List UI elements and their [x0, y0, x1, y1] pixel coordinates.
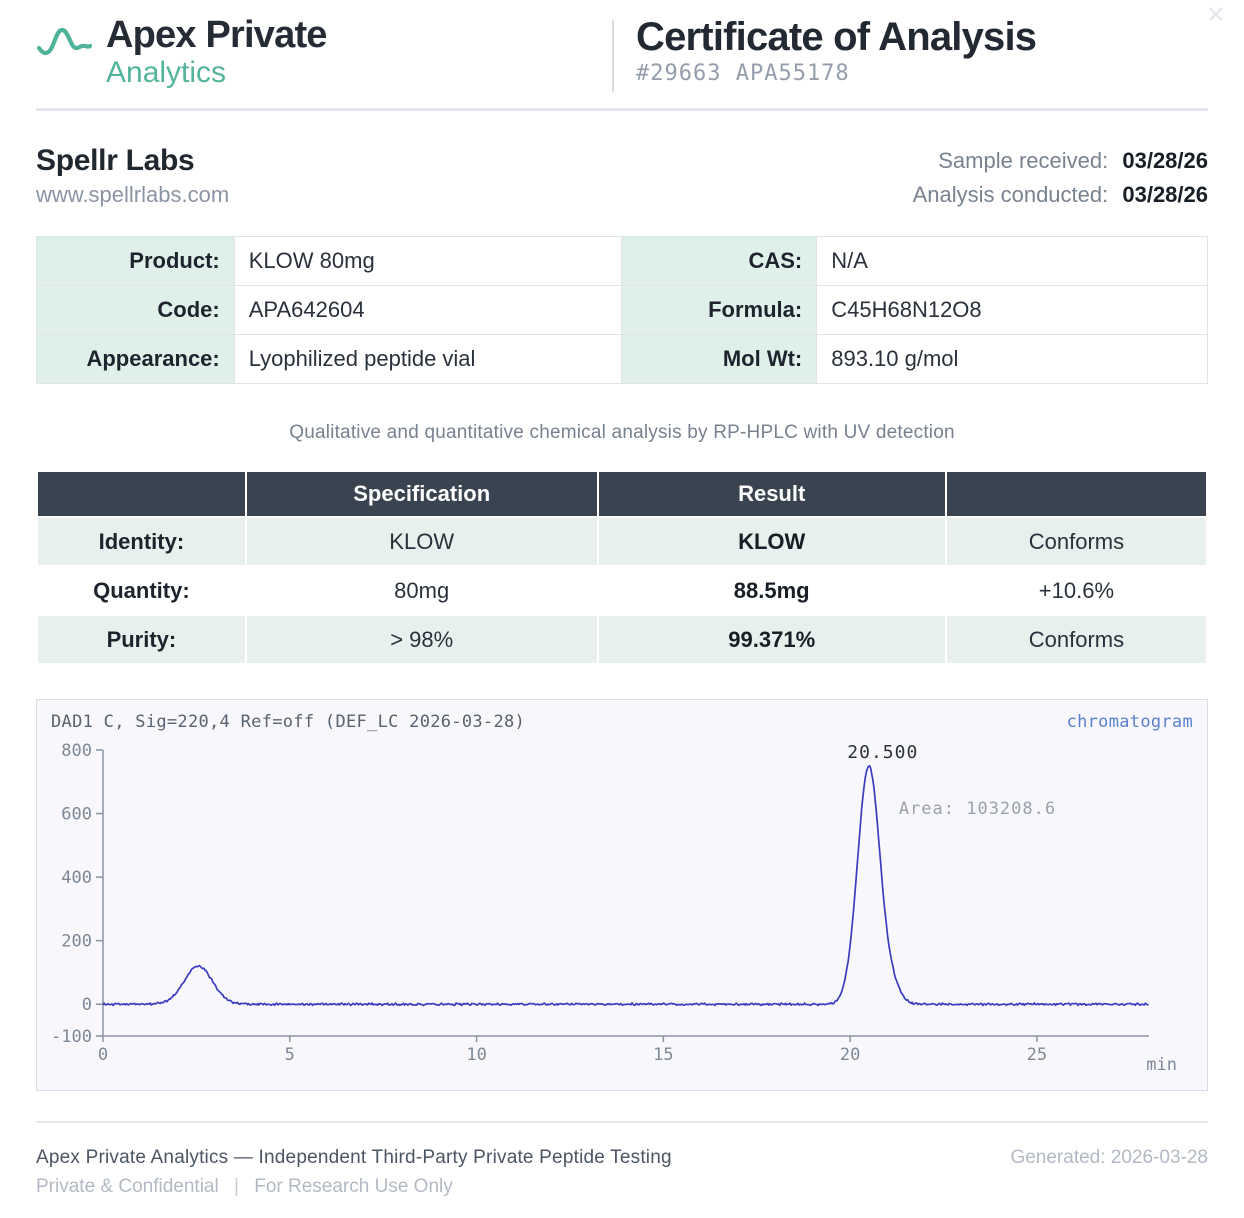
purity-label: Purity:	[38, 616, 245, 664]
chromatogram-squiggle-icon	[36, 27, 92, 56]
x-tick-label: 15	[653, 1045, 673, 1065]
appearance-value: Lyophilized peptide vial	[233, 334, 622, 385]
table-row: Identity: KLOW KLOW Conforms	[38, 518, 1206, 566]
results-header-row: Specification Result	[38, 472, 1206, 517]
sample-received-value: 03/28/26	[1122, 148, 1208, 173]
code-label: Code:	[36, 285, 235, 336]
table-row: Purity: > 98% 99.371% Conforms	[38, 616, 1206, 664]
sample-received-row: Sample received: 03/28/26	[913, 144, 1208, 178]
results-header-empty	[38, 472, 245, 517]
identity-spec: KLOW	[246, 518, 597, 566]
x-tick-label: 5	[285, 1045, 295, 1065]
title-block: Certificate of Analysis #29663 APA55178	[636, 16, 1208, 86]
sample-received-label: Sample received:	[938, 148, 1109, 173]
chromatogram-trace	[102, 765, 1149, 1007]
y-tick-label: 400	[61, 868, 92, 888]
method-note: Qualitative and quantitative chemical an…	[289, 422, 955, 444]
molwt-value: 893.10 g/mol	[816, 334, 1208, 385]
x-tick-label: 10	[466, 1045, 486, 1065]
x-tick-label: 20	[840, 1045, 860, 1065]
molwt-label: Mol Wt:	[620, 334, 818, 385]
header-divider	[612, 20, 614, 92]
footer-line1: Apex Private Analytics — Independent Thi…	[36, 1147, 1208, 1169]
y-tick-label: 0	[82, 995, 92, 1015]
footer-confidential: Private & Confidential	[36, 1176, 219, 1198]
purity-result: 99.371%	[598, 616, 945, 664]
appearance-label: Appearance:	[36, 334, 235, 385]
analysis-conducted-value: 03/28/26	[1122, 182, 1208, 208]
table-row: Appearance: Lyophilized peptide vial Mol…	[36, 334, 1208, 385]
x-axis-unit-label: min	[1146, 1055, 1177, 1072]
footer-line2: Private & Confidential | For Research Us…	[36, 1176, 1208, 1198]
quantity-result: 88.5mg	[598, 567, 945, 615]
purity-status: Conforms	[946, 616, 1206, 664]
quantity-spec: 80mg	[246, 567, 597, 615]
client-name: Spellr Labs	[36, 144, 195, 177]
brand-text: Apex Private Analytics	[106, 14, 327, 89]
peak-area-label: Area: 103208.6	[899, 799, 1056, 819]
y-tick-label: 600	[61, 805, 92, 825]
document-title: Certificate of Analysis	[636, 15, 1037, 59]
header-rule	[36, 108, 1208, 111]
document-number: #29663 APA55178	[636, 61, 850, 86]
footer: Apex Private Analytics — Independent Thi…	[36, 1147, 1208, 1198]
brand-name: Apex Private	[106, 14, 327, 56]
identity-status: Conforms	[946, 518, 1206, 566]
chromatogram-title: DAD1 C, Sig=220,4 Ref=off (DEF_LC 2026-0…	[51, 712, 526, 733]
client-website: www.spellrlabs.com	[36, 182, 230, 207]
client-identity: Spellr Labs www.spellrlabs.com	[36, 144, 229, 208]
x-tick-label: 25	[1027, 1045, 1047, 1065]
results-header-status	[946, 472, 1206, 517]
client-section: Spellr Labs www.spellrlabs.com Sample re…	[36, 144, 1208, 212]
brand-subtitle: Analytics	[106, 55, 227, 89]
product-value: KLOW 80mg	[233, 236, 622, 287]
analysis-dates: Sample received: 03/28/26 Analysis condu…	[913, 144, 1208, 212]
results-header-specification: Specification	[246, 472, 597, 517]
analysis-conducted-row: Analysis conducted: 03/28/26	[913, 178, 1208, 212]
results-header-result: Result	[598, 472, 945, 517]
product-label: Product:	[36, 236, 235, 287]
table-row: Quantity: 80mg 88.5mg +10.6%	[38, 567, 1206, 615]
formula-label: Formula:	[620, 285, 818, 336]
footer-generated-date: Generated: 2026-03-28	[1010, 1147, 1208, 1169]
brand: Apex Private Analytics	[36, 14, 327, 89]
chromatogram-header: DAD1 C, Sig=220,4 Ref=off (DEF_LC 2026-0…	[51, 712, 1193, 732]
footer-separator: |	[234, 1176, 239, 1198]
header: Apex Private Analytics Certificate of An…	[36, 4, 1226, 92]
formula-value: C45H68N12O8	[816, 285, 1208, 336]
chromatogram-plot: 800 600 400 200 0 -100 0 5 10 15 20 25 min 20.500 Area…	[51, 741, 1177, 1072]
footer-research-use: For Research Use Only	[254, 1176, 453, 1198]
table-row: Code: APA642604 Formula: C45H68N12O8	[36, 285, 1208, 336]
identity-result: KLOW	[598, 518, 945, 566]
results-table: Specification Result Identity: KLOW KLOW…	[36, 470, 1208, 665]
cas-value: N/A	[816, 236, 1208, 287]
code-value: APA642604	[233, 285, 622, 336]
footer-tagline: Apex Private Analytics — Independent Thi…	[36, 1147, 672, 1169]
identity-label: Identity:	[38, 518, 245, 566]
purity-spec: > 98%	[246, 616, 597, 664]
peak-rt-label: 20.500	[847, 742, 918, 763]
y-tick-label: 800	[61, 741, 92, 761]
quantity-label: Quantity:	[38, 567, 245, 615]
y-tick-label: 200	[61, 932, 92, 952]
analysis-conducted-label: Analysis conducted:	[912, 182, 1109, 208]
x-tick-label: 0	[98, 1045, 108, 1065]
chromatogram-panel: DAD1 C, Sig=220,4 Ref=off (DEF_LC 2026-0…	[36, 699, 1208, 1092]
table-row: Product: KLOW 80mg CAS: N/A	[36, 236, 1208, 287]
chromatogram-corner-label: chromatogram	[1066, 712, 1193, 733]
footer-rule	[36, 1121, 1208, 1124]
product-info-table: Product: KLOW 80mg CAS: N/A Code: APA642…	[36, 236, 1208, 385]
y-tick-label: -100	[51, 1027, 92, 1047]
cas-label: CAS:	[620, 236, 818, 287]
quantity-status: +10.6%	[946, 567, 1206, 615]
close-icon[interactable]: ✕	[1205, 2, 1226, 29]
